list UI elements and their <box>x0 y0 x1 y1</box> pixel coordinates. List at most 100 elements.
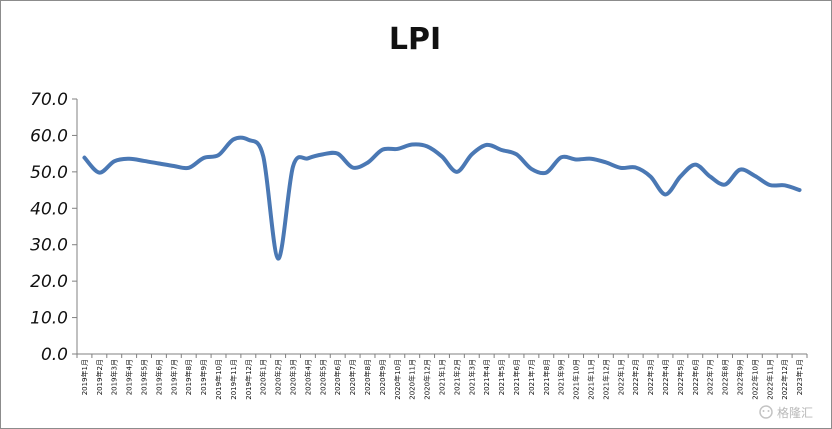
data-point <box>783 184 785 186</box>
watermark: 格隆汇 <box>759 405 813 420</box>
data-point <box>277 257 279 259</box>
data-point <box>262 155 264 157</box>
x-tick-label: 2020年6月 <box>333 359 342 395</box>
x-tick-label: 2022年9月 <box>735 359 744 395</box>
data-point <box>158 162 160 164</box>
data-point <box>411 143 413 145</box>
x-tick-label: 2019年10月 <box>214 359 223 400</box>
data-point <box>456 171 458 173</box>
x-tick-label: 2020年2月 <box>274 359 283 395</box>
series-line-lpi <box>82 135 802 261</box>
x-tick-label: 2019年9月 <box>199 359 208 395</box>
data-point <box>396 148 398 150</box>
data-point <box>217 154 219 156</box>
data-point <box>381 148 383 150</box>
data-point <box>232 138 234 140</box>
x-tick-label: 2020年10月 <box>393 359 402 400</box>
x-tick-label: 2021年2月 <box>452 359 461 395</box>
data-point <box>202 157 204 159</box>
data-point <box>98 171 100 173</box>
data-point <box>679 175 681 177</box>
chart-title: LPI <box>389 22 441 57</box>
x-tick-label: 2019年2月 <box>95 359 104 395</box>
x-tick-label: 2020年7月 <box>348 359 357 395</box>
x-tick-label: 2019年5月 <box>140 359 149 395</box>
x-tick-label: 2021年8月 <box>542 359 551 395</box>
x-tick-label: 2020年8月 <box>363 359 372 395</box>
x-tick-label: 2021年3月 <box>467 359 476 395</box>
x-tick-label: 2019年6月 <box>154 359 163 395</box>
x-tick-label: 2021年7月 <box>527 359 536 395</box>
data-point <box>322 153 324 155</box>
data-point <box>113 160 115 162</box>
data-point <box>664 193 666 195</box>
x-tick-label: 2022年4月 <box>661 359 670 395</box>
y-tick-label: 20.0 <box>30 272 68 292</box>
data-point <box>337 152 339 154</box>
x-tick-label: 2020年11月 <box>408 359 417 400</box>
x-tick-label: 2020年4月 <box>303 359 312 395</box>
data-point <box>605 161 607 163</box>
watermark-text: 格隆汇 <box>777 405 813 420</box>
data-point <box>83 156 85 158</box>
x-tick-label: 2022年5月 <box>676 359 685 395</box>
x-tick-label: 2021年4月 <box>482 359 491 395</box>
x-tick-label: 2022年12月 <box>780 359 789 400</box>
x-tick-label: 2019年12月 <box>244 359 253 400</box>
data-point <box>426 145 428 147</box>
x-tick-label: 2019年11月 <box>229 359 238 400</box>
x-tick-label: 2022年11月 <box>765 359 774 400</box>
data-point <box>351 166 353 168</box>
x-tick-label: 2022年6月 <box>691 359 700 395</box>
x-tick-label: 2019年8月 <box>184 359 193 395</box>
data-point <box>798 189 800 191</box>
x-tick-label: 2023年1月 <box>795 359 804 395</box>
y-tick-label: 30.0 <box>30 236 68 256</box>
x-tick-label: 2019年7月 <box>169 359 178 395</box>
wechat-icon <box>759 405 773 419</box>
x-tick-label: 2020年5月 <box>318 359 327 395</box>
x-tick-label: 2019年1月 <box>80 359 89 395</box>
x-tick-label: 2020年9月 <box>378 359 387 395</box>
data-point <box>620 167 622 169</box>
x-tick-label: 2022年10月 <box>750 359 759 400</box>
y-axis: 0.0 10.0 20.0 30.0 40.0 50.0 60.0 70.0 <box>30 90 78 365</box>
data-point <box>500 149 502 151</box>
x-tick-label: 2022年7月 <box>706 359 715 395</box>
x-tick-label: 2019年4月 <box>125 359 134 395</box>
x-tick-label: 2020年1月 <box>259 359 268 395</box>
data-point <box>709 175 711 177</box>
data-point <box>188 167 190 169</box>
x-tick-label: 2021年5月 <box>497 359 506 395</box>
x-tick-label: 2022年8月 <box>721 359 730 395</box>
data-point <box>530 168 532 170</box>
data-point <box>575 158 577 160</box>
data-point <box>634 166 636 168</box>
x-tick-label: 2021年9月 <box>557 359 566 395</box>
data-point <box>143 160 145 162</box>
data-point <box>441 155 443 157</box>
data-point <box>471 153 473 155</box>
data-point <box>590 158 592 160</box>
data-point <box>649 175 651 177</box>
x-tick-label: 2021年1月 <box>438 359 447 395</box>
data-point <box>545 171 547 173</box>
y-tick-label: 60.0 <box>30 126 68 146</box>
x-tick-label: 2021年6月 <box>512 359 521 395</box>
data-point <box>724 183 726 185</box>
x-tick-label: 2020年12月 <box>423 359 432 400</box>
x-tick-label: 2022年3月 <box>646 359 655 395</box>
data-point <box>366 162 368 164</box>
x-axis: 2019年1月 2019年2月 2019年3月 2019年4月 2019年5月 2019年… <box>76 353 808 400</box>
x-tick-label: 2019年3月 <box>110 359 119 395</box>
x-tick-label: 2021年10月 <box>572 359 581 400</box>
x-tick-label: 2020年3月 <box>289 359 298 395</box>
y-tick-label: 0.0 <box>41 345 68 365</box>
series-group <box>82 135 802 261</box>
data-point <box>694 163 696 165</box>
data-point <box>292 165 294 167</box>
y-tick-label: 10.0 <box>30 309 68 329</box>
data-point <box>769 184 771 186</box>
